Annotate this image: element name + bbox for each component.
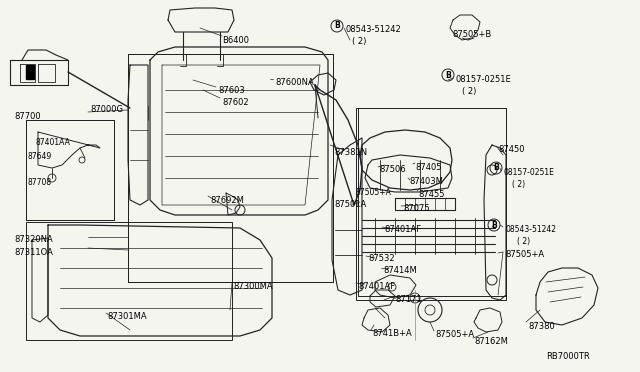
Text: 87414M: 87414M [383, 266, 417, 275]
Text: 87505+A: 87505+A [356, 188, 392, 197]
Bar [26, 120, 114, 220]
Text: 08543-51242: 08543-51242 [505, 225, 556, 234]
Text: ( 2): ( 2) [517, 237, 530, 246]
Bar [358, 108, 506, 296]
Text: 87405: 87405 [415, 163, 442, 172]
Text: 87649: 87649 [28, 152, 52, 161]
Bar [26, 120, 114, 220]
Text: 87708: 87708 [28, 178, 52, 187]
Text: 87381N: 87381N [334, 148, 367, 157]
Text: 87455: 87455 [418, 190, 445, 199]
Bar [128, 54, 333, 282]
Text: 87162M: 87162M [474, 337, 508, 346]
Text: 87450: 87450 [498, 145, 525, 154]
Bar [128, 54, 333, 282]
Text: 87401AF: 87401AF [384, 225, 421, 234]
Text: 87000G: 87000G [90, 105, 123, 114]
Text: 87505+B: 87505+B [452, 30, 492, 39]
Text: ( 2): ( 2) [352, 37, 366, 46]
Text: 87171: 87171 [395, 295, 422, 304]
Text: ( 2): ( 2) [512, 180, 525, 189]
Text: 08157-0251E: 08157-0251E [503, 168, 554, 177]
Text: 87603: 87603 [218, 86, 244, 95]
Text: 87075: 87075 [403, 204, 429, 213]
Bar [356, 108, 506, 300]
Text: B: B [445, 71, 451, 80]
Text: 87380: 87380 [528, 322, 555, 331]
Text: B: B [493, 164, 499, 173]
Text: 87600NA: 87600NA [275, 78, 314, 87]
Text: 87505+A: 87505+A [435, 330, 474, 339]
Text: 87505+A: 87505+A [505, 250, 544, 259]
Text: 87532: 87532 [368, 254, 395, 263]
Text: B6400: B6400 [222, 36, 249, 45]
Text: 87692M: 87692M [210, 196, 244, 205]
Text: 87301MA: 87301MA [107, 312, 147, 321]
Text: B: B [334, 22, 340, 31]
Bar [26, 65, 34, 79]
Text: 87300MA: 87300MA [233, 282, 273, 291]
Text: 87320NA: 87320NA [14, 235, 52, 244]
Text: RB7000TR: RB7000TR [546, 352, 589, 361]
Text: 87602: 87602 [222, 98, 248, 107]
Text: 08157-0251E: 08157-0251E [455, 75, 511, 84]
Text: ( 2): ( 2) [462, 87, 476, 96]
Text: 87700: 87700 [14, 112, 40, 121]
Text: 87311OA: 87311OA [14, 248, 53, 257]
Text: 08543-51242: 08543-51242 [346, 25, 402, 34]
Text: 8741B+A: 8741B+A [372, 329, 412, 338]
Text: 87501A: 87501A [334, 200, 366, 209]
Text: B: B [491, 221, 497, 230]
Text: 87401AF: 87401AF [358, 282, 395, 291]
Bar [26, 222, 232, 340]
Text: 87506: 87506 [379, 165, 406, 174]
Text: 87401AA: 87401AA [36, 138, 71, 147]
Text: 87403M: 87403M [409, 177, 443, 186]
